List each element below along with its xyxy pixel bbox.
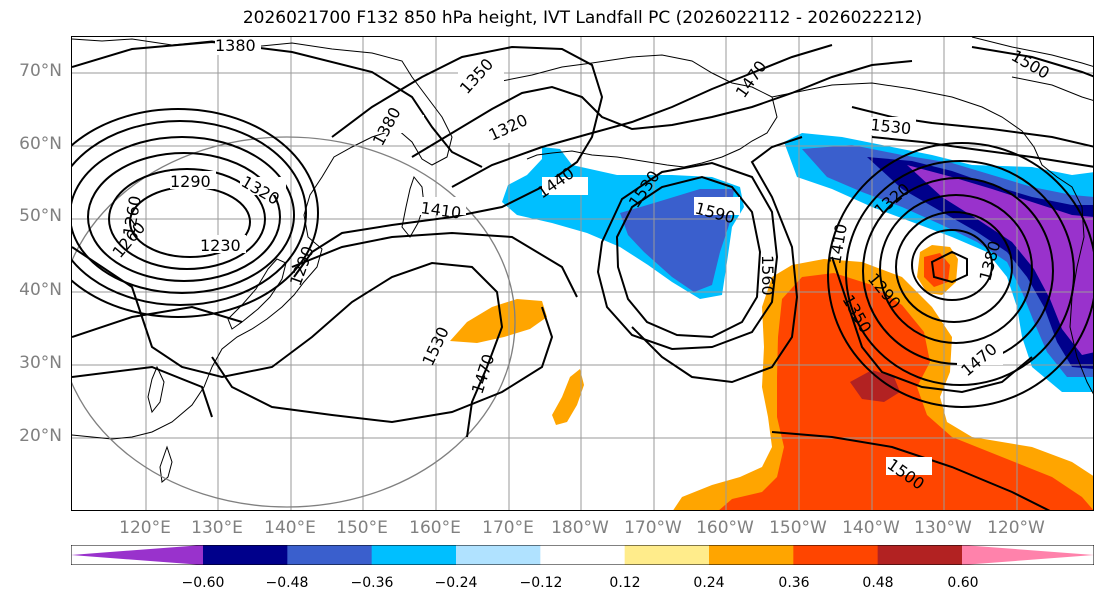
lat-label-60n: 60°N	[19, 134, 62, 154]
lon-label-140w: 140°W	[842, 518, 900, 538]
contour-label-bg	[378, 115, 424, 133]
colorbar-tick: −0.60	[181, 575, 225, 591]
contour-label-bg	[886, 457, 932, 475]
lon-label-150w: 150°W	[769, 518, 827, 538]
contour-label-bg	[694, 197, 740, 215]
colorbar-extend-max	[962, 545, 1094, 565]
lon-label-170w: 170°W	[624, 518, 682, 538]
contour-label-bg	[492, 125, 538, 143]
colorbar-tick: −0.36	[350, 575, 394, 591]
contour-label-bg	[200, 235, 246, 253]
contour-label: 1470	[468, 352, 499, 397]
contour-label: 1230	[200, 236, 241, 255]
lon-label-180w: 180°W	[551, 518, 609, 538]
lon-label-160w: 160°W	[696, 518, 754, 538]
colorbar-cell	[203, 545, 288, 565]
lon-label-150e: 150°E	[336, 518, 388, 538]
contour-label-bg	[240, 177, 286, 195]
contour-label: 1290	[170, 172, 211, 191]
reference-circle	[72, 136, 516, 508]
colorbar-tick: 0.12	[609, 575, 641, 591]
lat-label-20n: 20°N	[19, 426, 62, 446]
contour-label-bg	[957, 347, 1003, 365]
contour-label-bg	[542, 177, 588, 195]
colorbar-cell	[540, 545, 626, 565]
lon-label-160e: 160°E	[409, 518, 461, 538]
lon-label-130e: 130°E	[191, 518, 243, 538]
colorbar-tick: 0.36	[778, 575, 810, 591]
colorbar-tick: 0.48	[862, 575, 894, 591]
colorbar-tick: −0.48	[265, 575, 309, 591]
ivt-neg-purple-coast	[907, 165, 1093, 355]
map-panel: 1380 1350 1320 1380 1290 1320 1230 1260 …	[71, 36, 1094, 511]
colorbar-extend-min	[71, 545, 203, 565]
low-center-contour	[930, 250, 968, 284]
lon-label-130w: 130°W	[914, 518, 972, 538]
lat-label-40n: 40°N	[19, 280, 62, 300]
ivt-pos-orange-blob2	[552, 369, 584, 425]
colorbar-tick: 0.24	[693, 575, 725, 591]
colorbar-cell	[371, 545, 457, 565]
contour-label: 1380	[215, 37, 256, 55]
colorbar-tick: −0.12	[519, 575, 563, 591]
contour-label-bg	[422, 345, 468, 363]
ivt-pos-red-main	[719, 273, 1093, 510]
colorbar-cell	[456, 545, 541, 565]
map-svg: 1380 1350 1320 1380 1290 1320 1230 1260 …	[72, 37, 1093, 510]
contour-label-bg	[215, 37, 261, 55]
ivt-pos-orange-blob1	[450, 299, 547, 343]
contour-label: 1260	[109, 218, 150, 261]
colorbar-cell	[624, 545, 710, 565]
colorbar	[70, 544, 1095, 566]
lon-label-170e: 170°E	[482, 518, 534, 538]
lat-label-70n: 70°N	[19, 61, 62, 81]
colorbar-cell	[877, 545, 963, 565]
lon-label-120e: 120°E	[119, 518, 171, 538]
contour-label: 1530	[870, 115, 912, 138]
contour-label: 1560	[758, 255, 777, 296]
lat-label-50n: 50°N	[19, 206, 62, 226]
lat-label-30n: 30°N	[19, 353, 62, 373]
contour-label-bg	[870, 117, 916, 135]
height-contours	[72, 40, 1093, 510]
lon-label-140e: 140°E	[264, 518, 316, 538]
contour-label-bg	[458, 67, 504, 85]
coastlines	[72, 37, 1093, 483]
ivt-pos-dark-core	[850, 370, 900, 402]
colorbar-cell	[287, 545, 373, 565]
colorbar-cell	[709, 545, 794, 565]
lon-label-120w: 120°W	[987, 518, 1045, 538]
colorbar-cell	[793, 545, 879, 565]
colorbar-tick: 0.60	[947, 575, 979, 591]
colorbar-tick: −0.24	[434, 575, 478, 591]
contour-label-bg	[420, 197, 466, 215]
contour-label-bg	[170, 171, 216, 189]
figure-title: 2026021700 F132 850 hPa height, IVT Land…	[242, 8, 923, 28]
